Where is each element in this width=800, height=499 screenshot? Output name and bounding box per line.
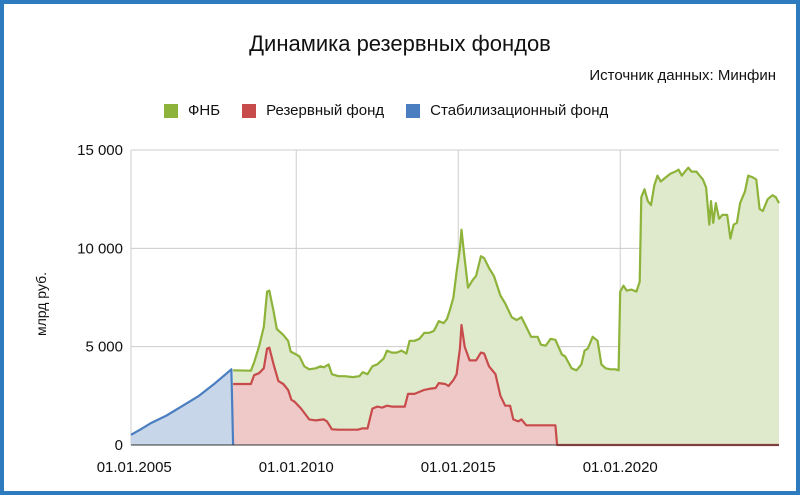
legend-label-stab: Стабилизационный фонд [430, 102, 609, 119]
legend-swatch-fnb [164, 103, 178, 118]
chart-plot: 0 5 000 10 000 15 000 01.01.2005 01.01.2010 01… [77, 142, 780, 476]
line-reserve [233, 323, 779, 447]
legend-label-fnb: ФНБ [188, 102, 221, 119]
y-tick-label-0: 0 [115, 437, 123, 454]
y-tick-label-2: 10 000 [77, 240, 123, 257]
x-tick-label-1: 01.01.2010 [259, 459, 334, 476]
y-tick-label-1: 5 000 [85, 339, 123, 356]
chart-title: Динамика резервных фондов [249, 31, 551, 56]
y-tick-label-3: 15 000 [77, 142, 123, 159]
legend-swatch-reserve [242, 103, 257, 118]
x-tick-label-3: 01.01.2020 [583, 459, 658, 476]
x-tick-label-2: 01.01.2015 [421, 459, 496, 476]
legend: ФНБ Резервный фонд Стабилизационный фонд [164, 102, 630, 119]
x-tick-label-0: 01.01.2005 [97, 459, 172, 476]
legend-item-reserve: Резервный фонд [242, 102, 384, 119]
legend-swatch-stab [406, 103, 421, 118]
legend-label-reserve: Резервный фонд [266, 102, 385, 119]
legend-item-fnb: ФНБ [164, 102, 220, 119]
source-note: Источник данных: Минфин [589, 67, 776, 84]
legend-item-stab: Стабилизационный фонд [406, 102, 608, 119]
line-stab [130, 368, 235, 446]
area-reserve [233, 325, 780, 445]
line-fnb [233, 166, 780, 379]
